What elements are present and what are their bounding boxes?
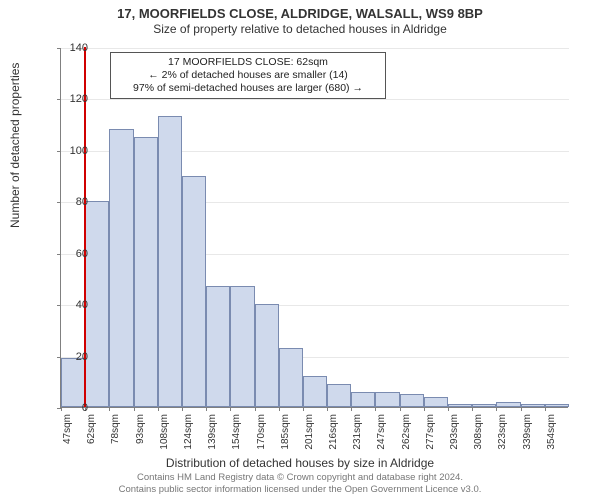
histogram-bar — [158, 116, 182, 407]
y-tick-label: 60 — [58, 248, 88, 260]
x-tick-label: 139sqm — [207, 414, 218, 454]
x-tickmark — [351, 407, 352, 411]
x-tick-label: 216sqm — [328, 414, 339, 454]
annotation-box: 17 MOORFIELDS CLOSE: 62sqm ← 2% of detac… — [110, 52, 386, 99]
x-tick-label: 154sqm — [231, 414, 242, 454]
y-tick-label: 40 — [58, 299, 88, 311]
y-tick-label: 20 — [58, 351, 88, 363]
annotation-line-3: 97% of semi-detached houses are larger (… — [117, 82, 379, 95]
y-tick-label: 120 — [58, 93, 88, 105]
x-tick-label: 201sqm — [304, 414, 315, 454]
x-tick-label: 108sqm — [159, 414, 170, 454]
x-tickmark — [206, 407, 207, 411]
histogram-bar — [206, 286, 230, 407]
histogram-bar — [255, 304, 279, 407]
histogram-bar — [521, 404, 545, 407]
gridline — [61, 99, 569, 100]
x-tickmark — [230, 407, 231, 411]
x-tickmark — [472, 407, 473, 411]
histogram-bar — [134, 137, 158, 407]
x-tick-label: 124sqm — [183, 414, 194, 454]
y-tick-label: 100 — [58, 145, 88, 157]
histogram-bar — [303, 376, 327, 407]
histogram-bar — [279, 348, 303, 407]
footer-line-1: Contains HM Land Registry data © Crown c… — [0, 472, 600, 484]
annotation-line-2: ← 2% of detached houses are smaller (14) — [117, 69, 379, 82]
x-tick-label: 78sqm — [110, 414, 121, 454]
histogram-bar — [424, 397, 448, 407]
histogram-bar — [327, 384, 351, 407]
histogram-bar — [182, 176, 206, 407]
annotation-line-1: 17 MOORFIELDS CLOSE: 62sqm — [117, 56, 379, 69]
footer: Contains HM Land Registry data © Crown c… — [0, 472, 600, 496]
x-tickmark — [375, 407, 376, 411]
histogram-bar — [61, 358, 85, 407]
x-tick-label: 323sqm — [497, 414, 508, 454]
x-tick-label: 231sqm — [352, 414, 363, 454]
chart-title: 17, MOORFIELDS CLOSE, ALDRIDGE, WALSALL,… — [0, 6, 600, 21]
x-tickmark — [134, 407, 135, 411]
x-tick-label: 62sqm — [86, 414, 97, 454]
x-tickmark — [279, 407, 280, 411]
histogram-bar — [472, 404, 496, 407]
plot — [60, 48, 568, 408]
x-tickmark — [400, 407, 401, 411]
y-axis-label: Number of detached properties — [8, 63, 22, 228]
x-tickmark — [255, 407, 256, 411]
x-tickmark — [327, 407, 328, 411]
x-tick-label: 93sqm — [135, 414, 146, 454]
x-tickmark — [448, 407, 449, 411]
chart-header: 17, MOORFIELDS CLOSE, ALDRIDGE, WALSALL,… — [0, 0, 600, 36]
x-tick-label: 277sqm — [425, 414, 436, 454]
x-tick-label: 293sqm — [449, 414, 460, 454]
histogram-bar — [448, 404, 472, 407]
x-tickmark — [545, 407, 546, 411]
histogram-bar — [351, 392, 375, 407]
x-tick-label: 185sqm — [280, 414, 291, 454]
x-tick-label: 262sqm — [401, 414, 412, 454]
y-tick-label: 140 — [58, 42, 88, 54]
gridline — [61, 48, 569, 49]
histogram-bar — [230, 286, 254, 407]
histogram-bar — [85, 201, 109, 407]
chart-subtitle: Size of property relative to detached ho… — [0, 22, 600, 36]
x-tick-label: 354sqm — [546, 414, 557, 454]
x-tick-label: 308sqm — [473, 414, 484, 454]
histogram-bar — [109, 129, 133, 407]
x-tickmark — [521, 407, 522, 411]
x-tickmark — [424, 407, 425, 411]
x-tickmark — [109, 407, 110, 411]
footer-line-2: Contains public sector information licen… — [0, 484, 600, 496]
x-tickmark — [303, 407, 304, 411]
x-tick-label: 170sqm — [256, 414, 267, 454]
chart-area: 17 MOORFIELDS CLOSE: 62sqm ← 2% of detac… — [60, 48, 568, 408]
histogram-bar — [545, 404, 569, 407]
histogram-bar — [496, 402, 520, 407]
x-tickmark — [182, 407, 183, 411]
x-tick-label: 247sqm — [376, 414, 387, 454]
x-tickmark — [496, 407, 497, 411]
y-tick-label: 80 — [58, 196, 88, 208]
y-tick-label: 0 — [58, 402, 88, 414]
x-axis-label: Distribution of detached houses by size … — [0, 456, 600, 470]
x-tick-label: 339sqm — [522, 414, 533, 454]
histogram-bar — [400, 394, 424, 407]
x-tick-label: 47sqm — [62, 414, 73, 454]
histogram-bar — [375, 392, 399, 407]
x-tickmark — [158, 407, 159, 411]
